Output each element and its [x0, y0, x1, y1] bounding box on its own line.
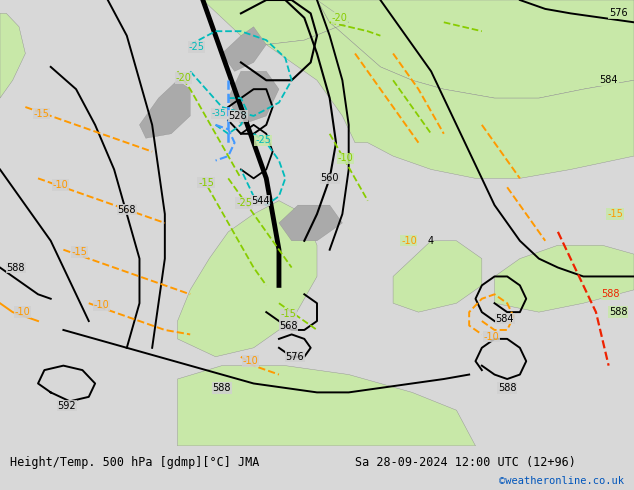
Text: -10: -10 [94, 300, 109, 311]
Polygon shape [203, 0, 380, 45]
Text: Height/Temp. 500 hPa [gdmp][°C] JMA: Height/Temp. 500 hPa [gdmp][°C] JMA [10, 456, 259, 469]
Text: -10: -10 [338, 153, 353, 163]
Text: -15: -15 [607, 209, 623, 219]
Polygon shape [279, 205, 342, 241]
Text: 568: 568 [279, 320, 298, 331]
Polygon shape [228, 72, 279, 125]
Text: 560: 560 [320, 173, 339, 183]
Text: -10: -10 [243, 356, 258, 366]
Text: -20: -20 [176, 73, 192, 83]
Text: Sa 28-09-2024 12:00 UTC (12+96): Sa 28-09-2024 12:00 UTC (12+96) [355, 456, 576, 469]
Text: 528: 528 [228, 111, 247, 121]
Polygon shape [495, 245, 634, 312]
Text: -25: -25 [236, 198, 252, 208]
Text: -10: -10 [15, 307, 30, 317]
Text: -25: -25 [188, 42, 205, 52]
Polygon shape [317, 0, 634, 98]
Text: 4: 4 [428, 236, 434, 246]
Text: 576: 576 [609, 8, 628, 19]
Text: -35: -35 [211, 109, 226, 118]
Polygon shape [266, 0, 634, 178]
Text: -10: -10 [401, 236, 417, 246]
Text: 588: 588 [498, 383, 517, 393]
Text: 588: 588 [601, 289, 620, 299]
Polygon shape [0, 13, 25, 98]
Text: 592: 592 [57, 401, 76, 411]
Text: -15: -15 [280, 309, 297, 319]
Text: -25: -25 [255, 135, 271, 146]
Text: -15: -15 [33, 109, 49, 119]
Text: 584: 584 [599, 75, 618, 85]
Text: 576: 576 [285, 352, 304, 362]
Polygon shape [222, 27, 266, 72]
Polygon shape [139, 80, 190, 138]
Text: 588: 588 [212, 383, 231, 393]
Text: -20: -20 [331, 13, 347, 23]
Polygon shape [393, 241, 482, 312]
Text: -15: -15 [71, 247, 87, 257]
Text: -10: -10 [484, 332, 499, 342]
Text: -15: -15 [198, 178, 214, 188]
Text: -10: -10 [53, 180, 68, 190]
Text: 544: 544 [250, 196, 269, 206]
Text: 568: 568 [117, 204, 136, 215]
Polygon shape [178, 366, 476, 446]
Text: 588: 588 [609, 307, 628, 317]
Text: ©weatheronline.co.uk: ©weatheronline.co.uk [500, 476, 624, 487]
Polygon shape [178, 201, 317, 357]
Text: 588: 588 [6, 263, 25, 272]
Text: 584: 584 [495, 314, 514, 324]
